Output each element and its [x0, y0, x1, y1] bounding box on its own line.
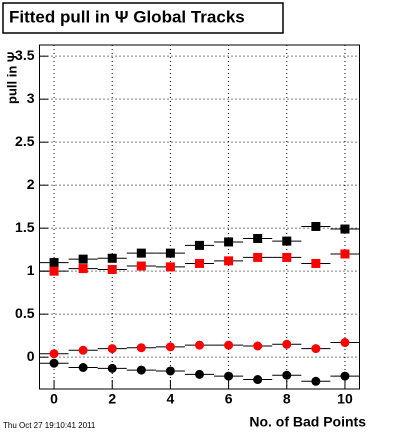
marker: [136, 248, 146, 258]
marker: [311, 344, 321, 354]
marker: [136, 261, 146, 271]
marker: [224, 371, 234, 381]
y-axis-label: pull in Ψ: [4, 52, 19, 104]
marker: [107, 344, 117, 354]
marker: [253, 252, 263, 262]
marker: [282, 236, 292, 246]
marker: [49, 266, 59, 276]
marker: [195, 240, 204, 250]
marker: [49, 258, 59, 268]
marker: [165, 262, 175, 272]
marker: [107, 363, 117, 373]
marker: [311, 221, 321, 231]
timestamp: Thu Oct 27 19:10:41 2011: [3, 421, 96, 430]
marker: [311, 376, 321, 386]
marker: [340, 224, 350, 234]
y-tick-label: 3.5: [15, 47, 35, 63]
marker: [165, 342, 175, 352]
marker: [311, 258, 321, 268]
marker: [282, 370, 292, 380]
y-tick-label: 0.5: [15, 305, 35, 321]
marker: [282, 252, 292, 262]
plot-frame: [39, 44, 360, 390]
marker: [195, 258, 204, 268]
marker: [195, 369, 204, 379]
x-tick-label: 2: [108, 391, 116, 407]
marker: [78, 264, 88, 274]
marker: [107, 253, 117, 263]
marker: [253, 234, 263, 243]
marker: [78, 254, 88, 264]
x-tick-label: 8: [283, 391, 291, 407]
y-tick-label: 2: [27, 176, 35, 192]
marker: [136, 365, 146, 375]
x-tick-label: 4: [167, 391, 175, 407]
marker: [340, 371, 350, 381]
marker: [195, 340, 204, 350]
marker: [340, 338, 350, 348]
y-tick-label: 0: [27, 348, 35, 364]
marker: [340, 249, 350, 259]
marker: [49, 349, 59, 359]
x-tick-label: 10: [337, 391, 353, 407]
chart-title: Fitted pull in Ψ Global Tracks: [9, 7, 245, 26]
marker: [224, 340, 234, 350]
marker: [224, 256, 234, 266]
marker: [165, 248, 175, 258]
title-box: [2, 2, 284, 34]
x-tick-label: 6: [225, 391, 233, 407]
x-axis-label: No. of Bad Points: [249, 414, 366, 430]
marker: [282, 339, 292, 349]
marker: [253, 375, 263, 385]
marker: [78, 363, 88, 372]
y-tick-label: 2.5: [15, 133, 35, 149]
marker: [136, 343, 146, 353]
marker: [78, 345, 88, 355]
marker: [253, 341, 263, 351]
marker: [107, 264, 117, 274]
marker: [165, 366, 175, 376]
y-tick-label: 1.5: [15, 219, 35, 235]
marker: [224, 237, 234, 247]
marker: [49, 358, 59, 368]
y-tick-label: 3: [27, 90, 35, 106]
y-tick-label: 1: [27, 262, 35, 278]
x-tick-label: 0: [50, 391, 58, 407]
